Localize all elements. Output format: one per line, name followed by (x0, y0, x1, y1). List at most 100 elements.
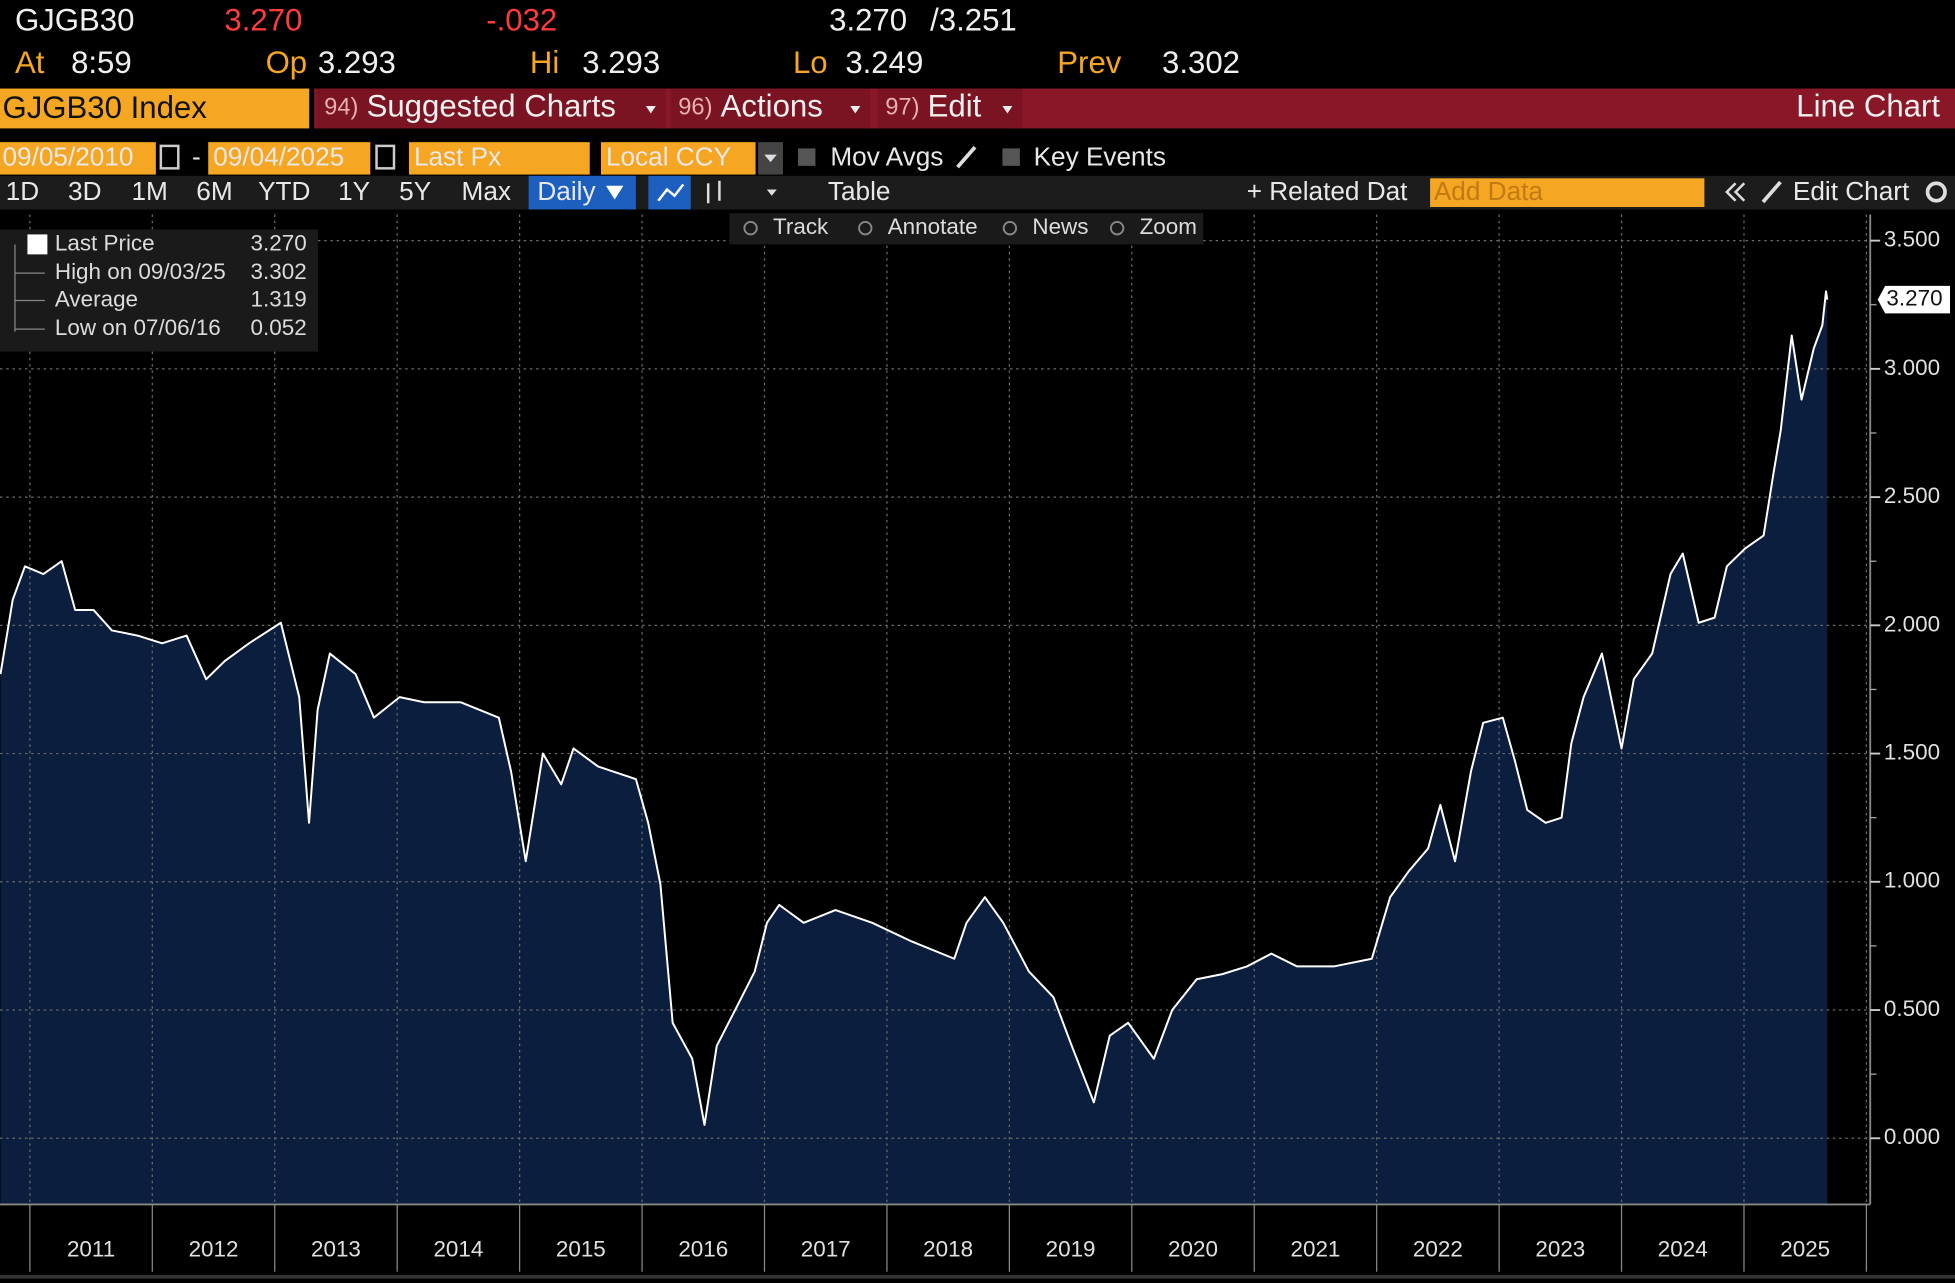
period-button[interactable]: 1D (6, 176, 39, 206)
mov-avgs[interactable]: Mov Avgs (830, 141, 943, 171)
checkbox[interactable] (1002, 148, 1020, 166)
y-tick-label: 3.500 (1884, 227, 1940, 252)
x-tick-label: 2022 (1413, 1236, 1463, 1261)
legend-value: 3.270 (251, 230, 307, 255)
x-tick-label: 2018 (923, 1236, 973, 1261)
legend-swatch (27, 234, 48, 255)
table-button[interactable]: Table (828, 176, 891, 206)
open-label: Op (266, 45, 308, 80)
y-tick-label: 0.500 (1884, 996, 1940, 1021)
prev: 3.302 (1162, 45, 1240, 80)
x-tick-label: 2023 (1535, 1236, 1585, 1261)
net-change: -.032 (486, 3, 557, 38)
period-button[interactable]: 3D (68, 176, 101, 206)
last-price: 3.270 (224, 3, 302, 38)
x-tick-label: 2017 (801, 1236, 851, 1261)
start-date-box[interactable] (0, 142, 156, 175)
line-icon (657, 183, 685, 202)
ticker: GJGB30 (15, 3, 134, 38)
y-tick-label: 2.500 (1884, 483, 1940, 508)
prev-label: Prev (1057, 45, 1121, 80)
x-tick-label: 2021 (1290, 1236, 1340, 1261)
y-tick-label: 2.000 (1884, 611, 1940, 636)
legend-label: Low on 07/06/16 (55, 315, 221, 340)
collapse-icon[interactable] (1725, 182, 1737, 202)
field-box[interactable] (408, 142, 590, 175)
low: 3.249 (845, 45, 923, 80)
checkbox[interactable] (797, 148, 816, 166)
legend (0, 229, 318, 352)
tool-button[interactable]: Track (773, 214, 829, 239)
settings-icon[interactable] (1925, 181, 1947, 203)
x-tick-label: 2011 (67, 1236, 115, 1261)
x-tick-label: 2013 (311, 1236, 361, 1261)
legend-value: 1.319 (251, 286, 307, 311)
period-button[interactable]: 1Y (338, 176, 370, 206)
tool-button[interactable]: News (1032, 214, 1088, 239)
period-button[interactable]: 5Y (399, 176, 431, 206)
x-tick-label: 2019 (1046, 1236, 1096, 1261)
area-fill (0, 291, 1828, 1205)
high: 3.293 (582, 45, 660, 80)
edit-chart[interactable]: Edit Chart (1793, 176, 1910, 206)
x-tick-label: 2015 (556, 1236, 606, 1261)
x-tick-label: 2020 (1168, 1236, 1218, 1261)
frequency-arrow (605, 185, 624, 200)
x-tick-label: 2024 (1658, 1236, 1708, 1261)
period-button[interactable]: Max (462, 176, 511, 206)
dropdown-arrow (764, 154, 777, 163)
security: GJGB30 Index (2, 90, 207, 125)
menu-item-box[interactable] (316, 88, 666, 129)
collapse-icon[interactable] (1733, 182, 1746, 202)
calendar-icon[interactable] (159, 144, 180, 170)
field: Last Px (414, 141, 501, 171)
dropdown-arrow[interactable] (766, 189, 777, 196)
tool-buttons: Track Annotate News Zoom (743, 214, 1197, 239)
x-tick-label: 2012 (189, 1236, 239, 1261)
key-events[interactable]: Key Events (1034, 141, 1166, 171)
legend-value: 0.052 (251, 315, 307, 340)
menu-items: 94) Suggested Charts 96) Actions 97) Edit (316, 88, 1023, 129)
tool-button[interactable]: Zoom (1140, 214, 1197, 239)
ask: /3.251 (930, 3, 1017, 38)
end-date-box[interactable] (208, 142, 371, 175)
pencil-icon[interactable] (1761, 180, 1782, 204)
open: 3.293 (318, 45, 396, 80)
add-data: Add Data (1434, 176, 1544, 206)
start-date: 09/05/2010 (2, 141, 133, 171)
legend-rows: Last Price 3.270 High on 09/03/25 3.302 Aver… (14, 230, 307, 340)
x-tick-label: 2025 (1780, 1236, 1830, 1261)
currency-box[interactable] (600, 142, 756, 175)
period-button[interactable]: 1M (131, 176, 167, 206)
period-buttons: 1D 3D 1M 6M YTD 1Y 5Y Max (6, 176, 511, 206)
y-tick-label: 1.500 (1884, 739, 1940, 764)
view-name: Line Chart (1796, 89, 1940, 124)
menu-item-number: 96) (678, 95, 712, 121)
frequency: Daily (537, 176, 596, 206)
menu-item-arrow (1002, 105, 1013, 114)
menu-item-box[interactable] (877, 88, 1023, 129)
calendar-icon[interactable] (375, 144, 396, 170)
last-price-tag-label: 3.270 (1886, 286, 1942, 311)
security-box[interactable] (0, 88, 310, 129)
legend-label: Average (55, 286, 138, 311)
end-date: 09/04/2025 (213, 141, 344, 171)
menu-item-number: 94) (324, 95, 358, 121)
add-data-box[interactable] (1430, 178, 1705, 207)
menu-item-box[interactable] (670, 88, 871, 129)
related-data[interactable]: Related Dat (1269, 176, 1408, 206)
legend-value: 3.302 (251, 259, 307, 284)
currency: Local CCY (606, 141, 731, 171)
legend-label: Last Price (55, 230, 155, 255)
low-label: Lo (793, 45, 828, 80)
period-button[interactable]: YTD (258, 176, 310, 206)
y-tick-label: 0.000 (1884, 1124, 1940, 1149)
tool-button[interactable]: Annotate (888, 214, 978, 239)
menu-item-arrow (645, 105, 656, 114)
menu-item-label: Edit (928, 89, 982, 124)
period-button[interactable]: 6M (196, 176, 232, 206)
plus-icon[interactable]: + (1247, 176, 1262, 206)
time-label: At (15, 45, 45, 80)
y-tick-label: 1.000 (1884, 868, 1940, 893)
pencil-icon[interactable] (956, 145, 977, 169)
